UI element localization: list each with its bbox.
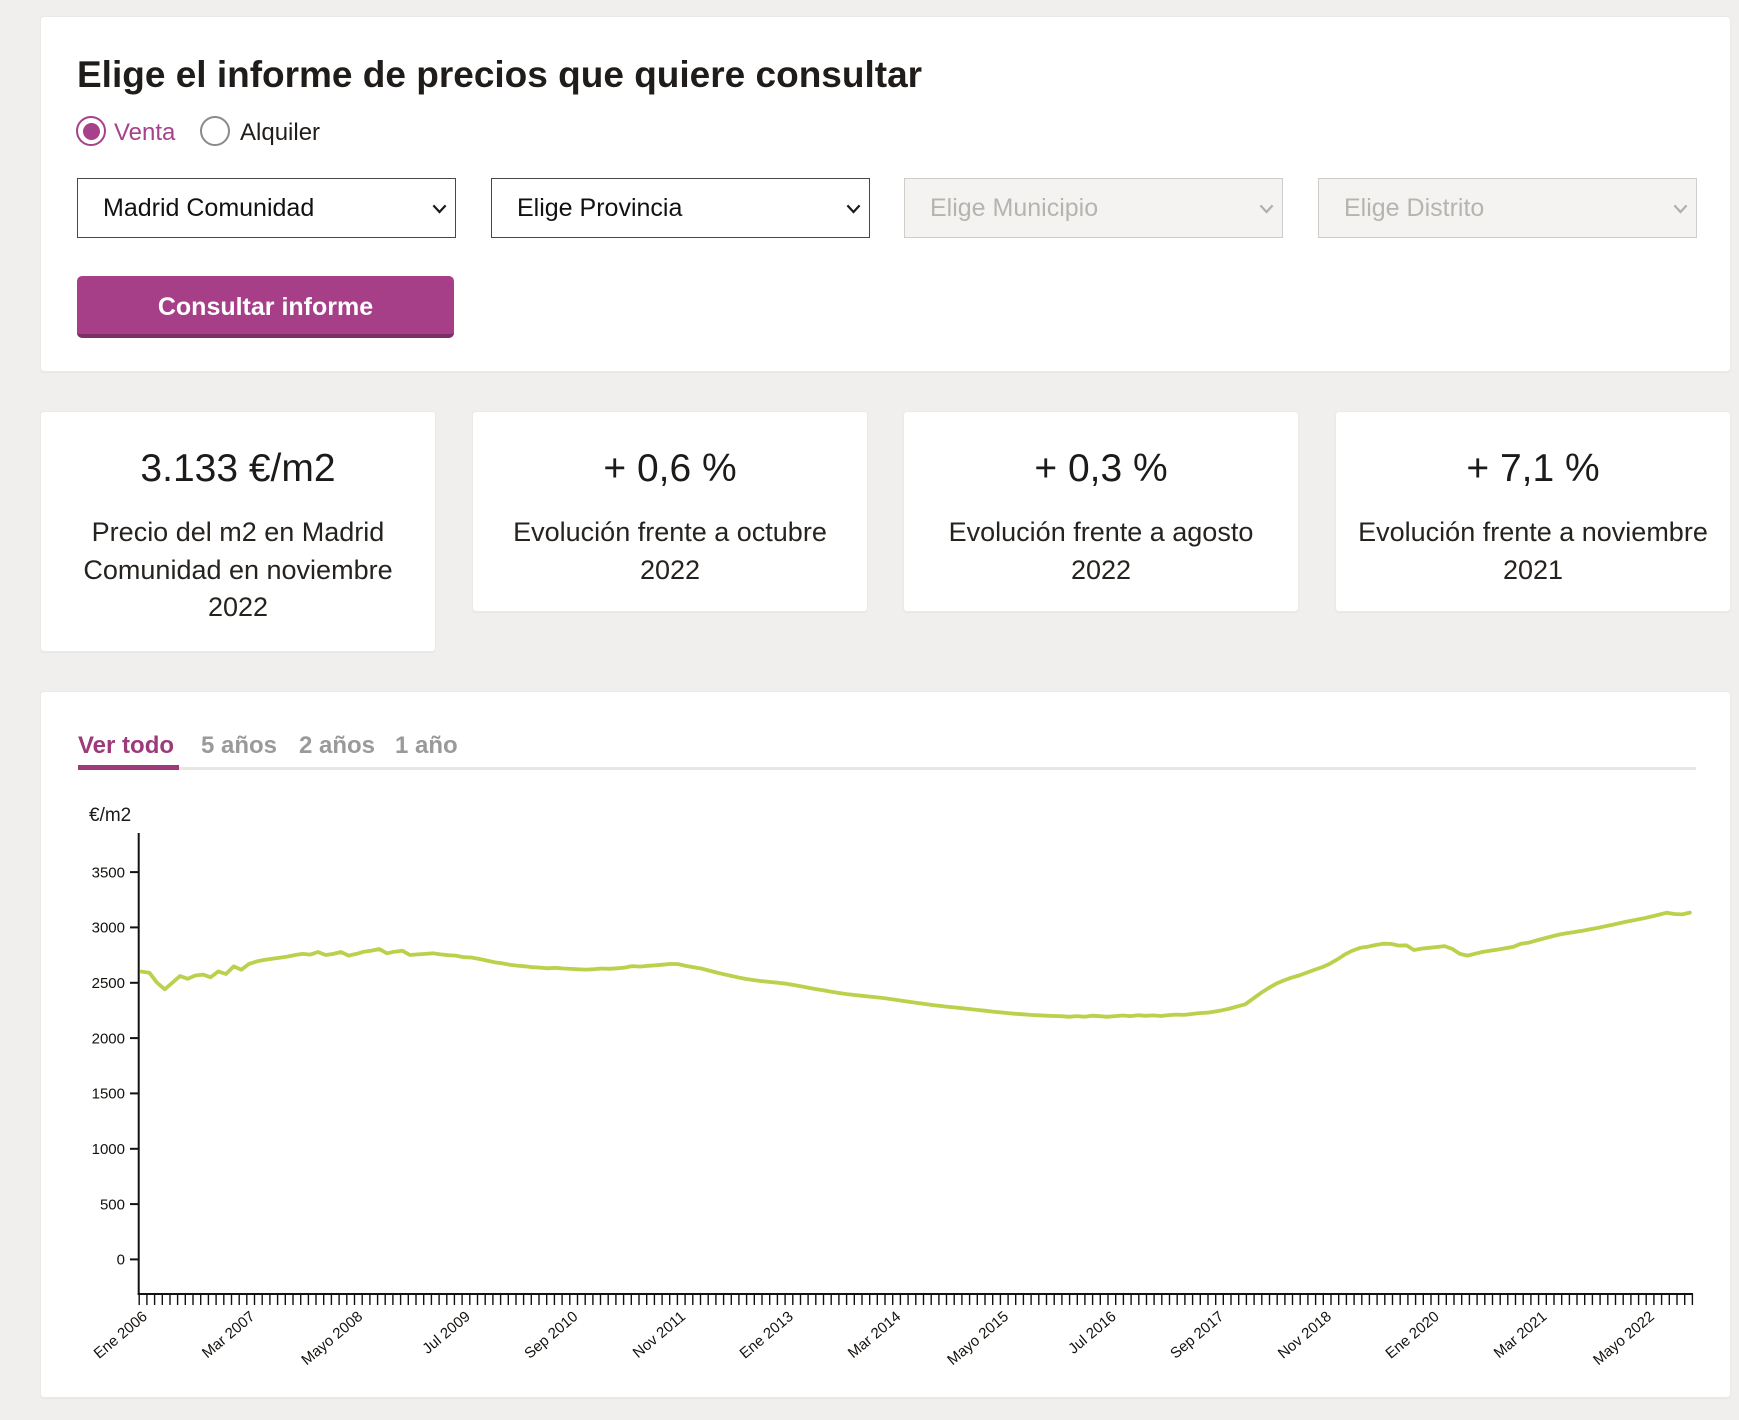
- svg-text:Mar 2014: Mar 2014: [845, 1308, 904, 1362]
- svg-text:Mar 2021: Mar 2021: [1491, 1308, 1550, 1362]
- svg-text:Jul 2009: Jul 2009: [419, 1308, 473, 1357]
- svg-text:3000: 3000: [92, 920, 125, 937]
- svg-text:1000: 1000: [92, 1141, 125, 1158]
- svg-text:Sep 2010: Sep 2010: [521, 1308, 581, 1362]
- svg-text:2500: 2500: [92, 975, 125, 992]
- svg-text:Sep 2017: Sep 2017: [1167, 1308, 1227, 1362]
- svg-text:Mar 2007: Mar 2007: [199, 1308, 258, 1362]
- svg-text:Mayo 2008: Mayo 2008: [298, 1308, 366, 1369]
- svg-text:Ene 2020: Ene 2020: [1382, 1308, 1442, 1362]
- svg-text:3500: 3500: [92, 864, 125, 881]
- svg-text:Nov 2011: Nov 2011: [630, 1308, 689, 1362]
- svg-text:Nov 2018: Nov 2018: [1275, 1308, 1335, 1362]
- svg-text:1500: 1500: [92, 1086, 125, 1103]
- svg-text:Mayo 2022: Mayo 2022: [1590, 1308, 1658, 1369]
- svg-text:Ene 2013: Ene 2013: [737, 1308, 797, 1362]
- svg-text:Mayo 2015: Mayo 2015: [944, 1308, 1012, 1369]
- svg-text:500: 500: [100, 1196, 125, 1213]
- svg-text:Ene 2006: Ene 2006: [91, 1308, 151, 1362]
- svg-text:Jul 2016: Jul 2016: [1065, 1308, 1119, 1357]
- svg-text:2000: 2000: [92, 1030, 125, 1047]
- svg-text:0: 0: [117, 1252, 125, 1269]
